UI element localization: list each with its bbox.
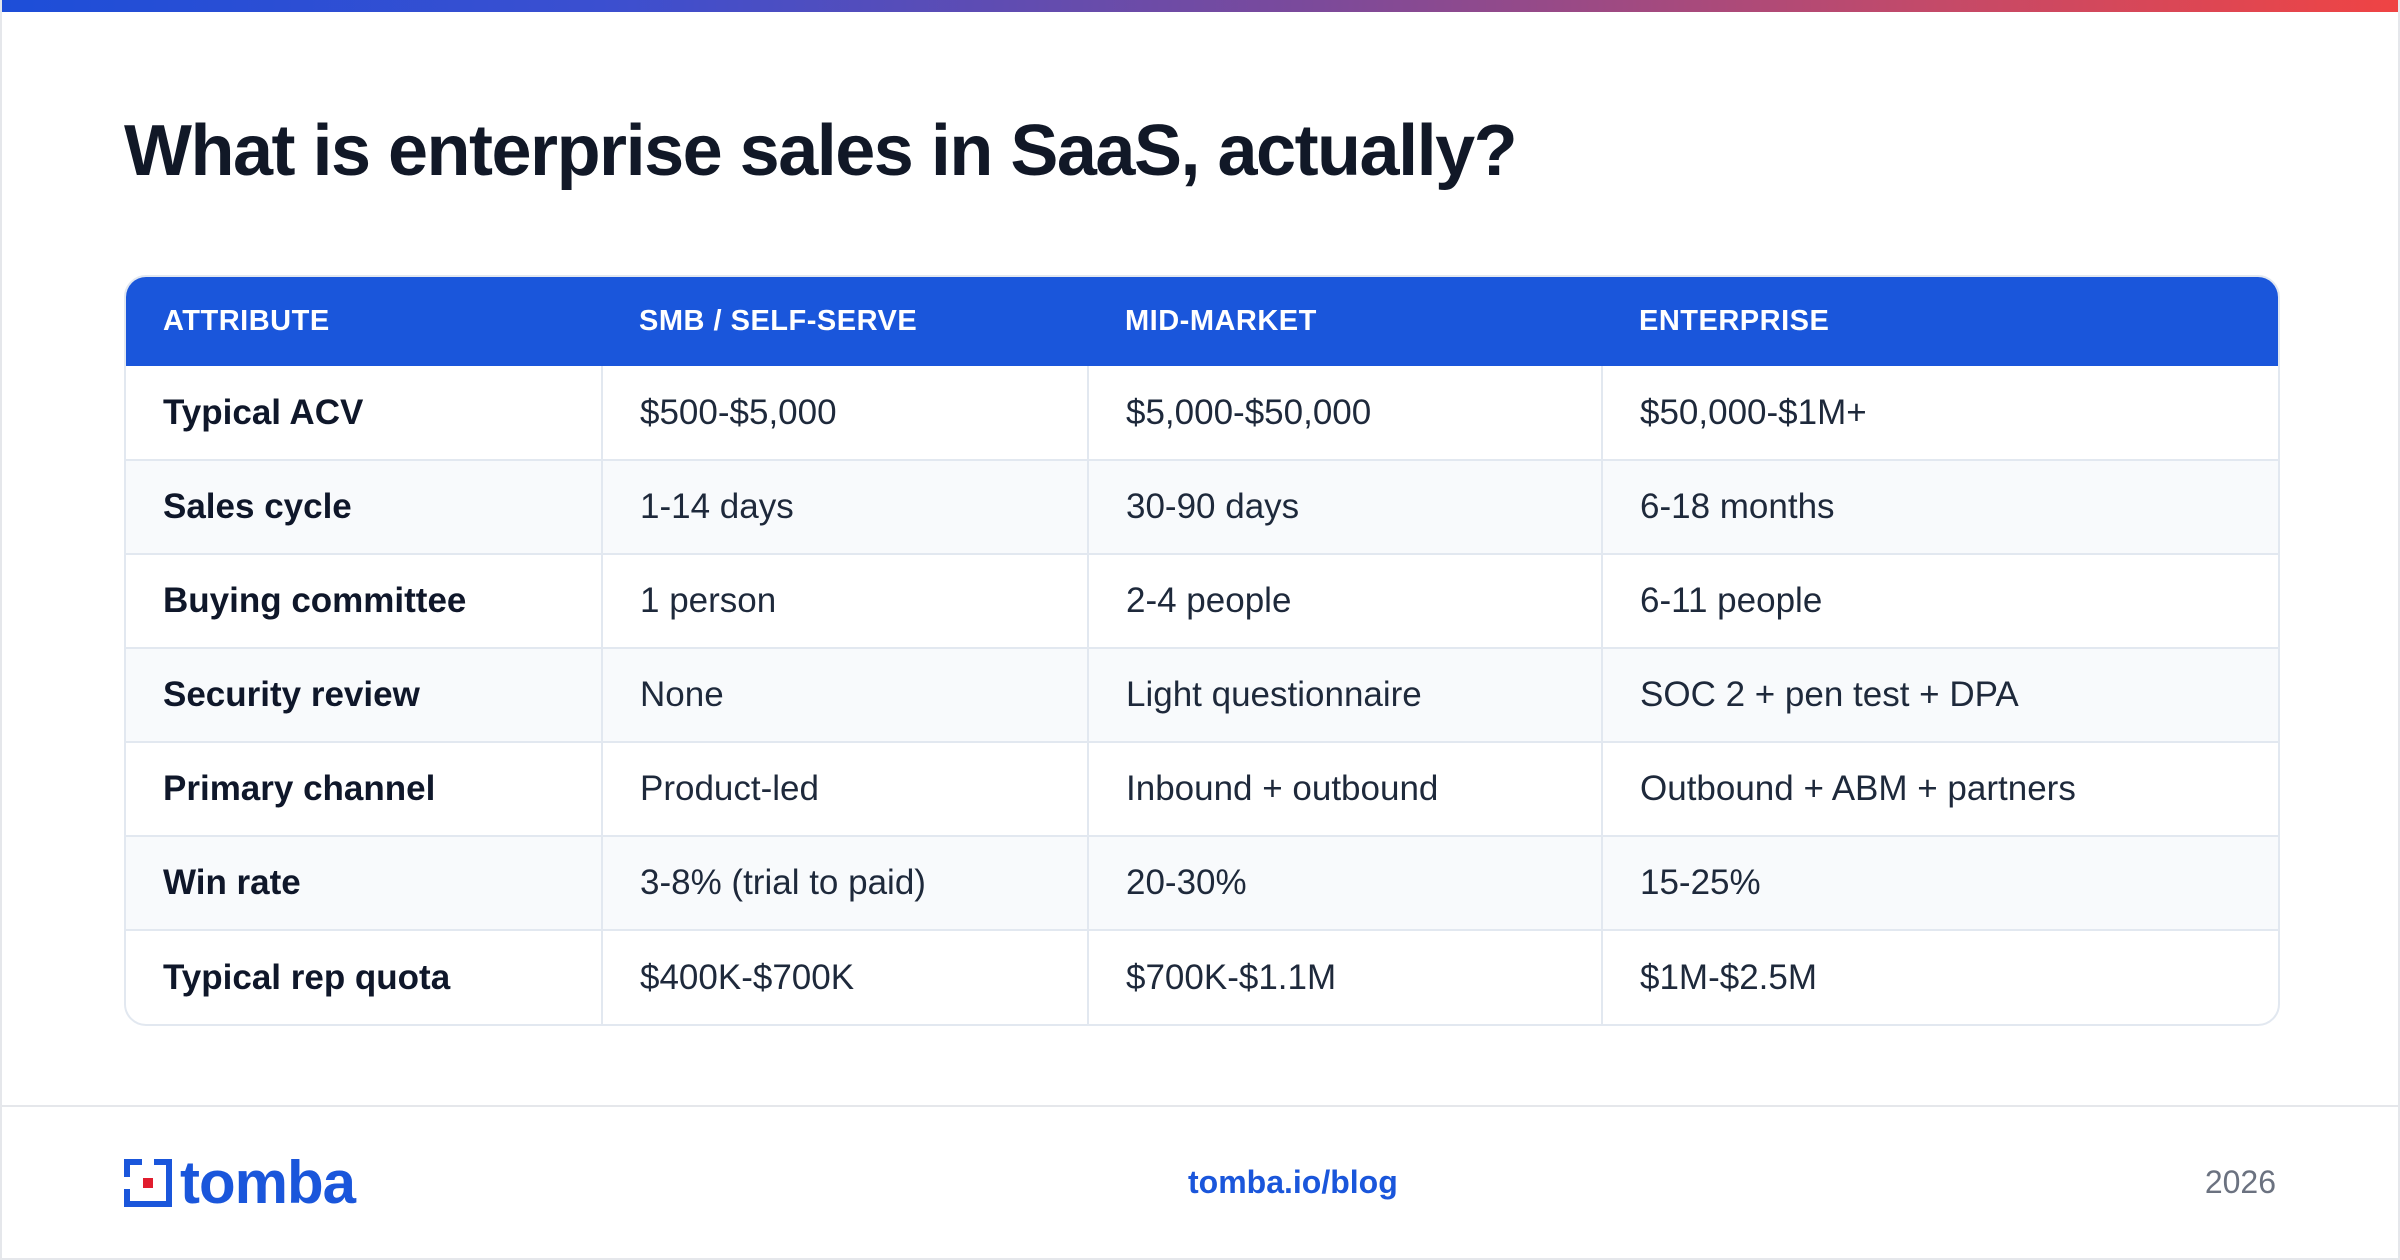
table-row: Security review None Light questionnaire…: [126, 647, 2278, 742]
row-label: Primary channel: [126, 741, 602, 836]
table-cell: 6-18 months: [1601, 459, 2278, 554]
comparison-table-container: ATTRIBUTE SMB / SELF-SERVE MID-MARKET EN…: [124, 275, 2280, 1026]
table-cell: $400K-$700K: [601, 929, 1088, 1024]
table-row: Buying committee 1 person 2-4 people 6-1…: [126, 553, 2278, 648]
table-row: Typical ACV $500-$5,000 $5,000-$50,000 $…: [126, 366, 2278, 460]
table-cell: $500-$5,000: [601, 366, 1088, 460]
row-label: Buying committee: [126, 553, 602, 648]
page-title: What is enterprise sales in SaaS, actual…: [124, 111, 1518, 191]
table-cell: 20-30%: [1087, 835, 1602, 930]
logo-wordmark: tomba: [180, 1149, 356, 1216]
footer-year: 2026: [2204, 1164, 2276, 1200]
table-row: Sales cycle 1-14 days 30-90 days 6-18 mo…: [126, 459, 2278, 554]
table-cell: 1-14 days: [601, 459, 1088, 554]
table-cell: 15-25%: [1601, 835, 2278, 930]
comparison-table: ATTRIBUTE SMB / SELF-SERVE MID-MARKET EN…: [126, 277, 2278, 1024]
row-label: Security review: [126, 647, 602, 742]
header-cell-enterprise: ENTERPRISE: [1639, 305, 1830, 337]
table-header: ATTRIBUTE SMB / SELF-SERVE MID-MARKET EN…: [126, 277, 2278, 366]
header-cell-attribute: ATTRIBUTE: [163, 305, 330, 337]
table-cell: Inbound + outbound: [1087, 741, 1602, 836]
table-cell: $1M-$2.5M: [1601, 929, 2278, 1024]
table-cell: 30-90 days: [1087, 459, 1602, 554]
row-label: Typical ACV: [163, 392, 364, 432]
table-cell: $50,000-$1M+: [1601, 366, 2278, 460]
table-row: Primary channel Product-led Inbound + ou…: [126, 741, 2278, 836]
table-cell: Light questionnaire: [1087, 647, 1602, 742]
table-cell: 1 person: [601, 553, 1088, 648]
header-cell-mid-market: MID-MARKET: [1125, 305, 1317, 337]
table-row: Typical rep quota $400K-$700K $700K-$1.1…: [126, 929, 2278, 1024]
blog-link[interactable]: tomba.io/blog: [1188, 1164, 1398, 1200]
footer-divider: [2, 1105, 2398, 1107]
header-cell-smb: SMB / SELF-SERVE: [639, 305, 918, 337]
table-cell: None: [601, 647, 1088, 742]
row-label: Typical rep quota: [126, 929, 602, 1024]
table-header-row: ATTRIBUTE SMB / SELF-SERVE MID-MARKET EN…: [126, 277, 2278, 366]
table-cell: $5,000-$50,000: [1087, 366, 1602, 460]
row-label: Win rate: [126, 835, 602, 930]
gradient-top-bar: [2, 0, 2398, 12]
table-cell: 6-11 people: [1601, 553, 2278, 648]
table-cell: Outbound + ABM + partners: [1601, 741, 2278, 836]
table-cell: $700K-$1.1M: [1087, 929, 1602, 1024]
table-cell: SOC 2 + pen test + DPA: [1601, 647, 2278, 742]
table-row: Win rate 3-8% (trial to paid) 20-30% 15-…: [126, 835, 2278, 930]
row-label: Sales cycle: [126, 459, 602, 554]
table-cell: 2-4 people: [1087, 553, 1602, 648]
tomba-logo[interactable]: tomba: [124, 1149, 356, 1216]
tomba-logo-icon: [124, 1159, 172, 1207]
table-body: Typical ACV $500-$5,000 $5,000-$50,000 $…: [126, 366, 2278, 1024]
table-cell: 3-8% (trial to paid): [601, 835, 1088, 930]
table-cell: Product-led: [601, 741, 1088, 836]
